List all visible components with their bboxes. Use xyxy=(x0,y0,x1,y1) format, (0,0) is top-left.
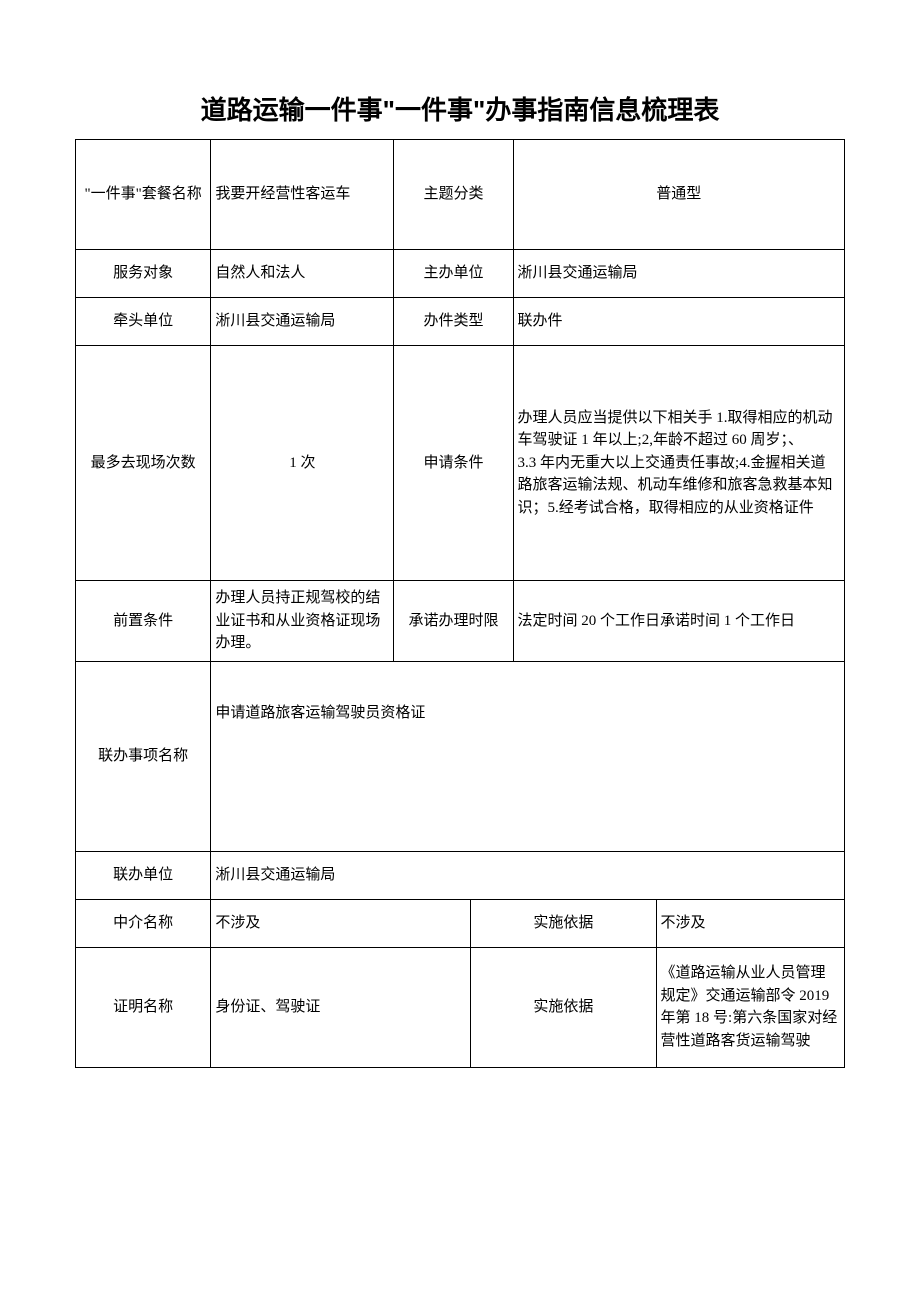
cell-label: 前置条件 xyxy=(76,581,211,662)
cell-value: 联办件 xyxy=(513,298,844,346)
cell-label: 承诺办理时限 xyxy=(394,581,513,662)
cell-label: 中介名称 xyxy=(76,899,211,947)
cell-value: 办理人员持正规驾校的结业证书和从业资格证现场办理。 xyxy=(211,581,394,662)
cell-value: 身份证、驾驶证 xyxy=(211,947,471,1067)
cell-label: 最多去现场次数 xyxy=(76,346,211,581)
cell-label: 主题分类 xyxy=(394,140,513,250)
cell-value: 淅川县交通运输局 xyxy=(513,250,844,298)
table-row: 牵头单位 淅川县交通运输局 办件类型 联办件 xyxy=(76,298,845,346)
cell-value: 淅川县交通运输局 xyxy=(211,851,845,899)
cell-value: 办理人员应当提供以下相关手 1.取得相应的机动车驾驶证 1 年以上;2,年龄不超… xyxy=(513,346,844,581)
cell-label: 办件类型 xyxy=(394,298,513,346)
cell-label: 联办单位 xyxy=(76,851,211,899)
cell-label: 主办单位 xyxy=(394,250,513,298)
cell-value: 法定时间 20 个工作日承诺时间 1 个工作日 xyxy=(513,581,844,662)
cell-label: 实施依据 xyxy=(471,947,656,1067)
cell-label: 实施依据 xyxy=(471,899,656,947)
cell-value: 我要开经营性客运车 xyxy=(211,140,394,250)
cell-label: 服务对象 xyxy=(76,250,211,298)
page-title: 道路运输一件事"一件事"办事指南信息梳理表 xyxy=(75,90,845,127)
table-row: "一件事"套餐名称 我要开经营性客运车 主题分类 普通型 xyxy=(76,140,845,250)
cell-value: 淅川县交通运输局 xyxy=(211,298,394,346)
cell-value: 申请道路旅客运输驾驶员资格证 xyxy=(211,661,845,851)
cell-label: 申请条件 xyxy=(394,346,513,581)
cell-value: 《道路运输从业人员管理规定》交通运输部令 2019 年第 18 号:第六条国家对… xyxy=(656,947,844,1067)
info-table: "一件事"套餐名称 我要开经营性客运车 主题分类 普通型 服务对象 自然人和法人… xyxy=(75,139,845,1068)
table-row: 中介名称 不涉及 实施依据 不涉及 xyxy=(76,899,845,947)
cell-label: 证明名称 xyxy=(76,947,211,1067)
cell-label: 牵头单位 xyxy=(76,298,211,346)
cell-label: 联办事项名称 xyxy=(76,661,211,851)
table-row: 服务对象 自然人和法人 主办单位 淅川县交通运输局 xyxy=(76,250,845,298)
table-row: 联办单位 淅川县交通运输局 xyxy=(76,851,845,899)
cell-value: 1 次 xyxy=(211,346,394,581)
table-row: 证明名称 身份证、驾驶证 实施依据 《道路运输从业人员管理规定》交通运输部令 2… xyxy=(76,947,845,1067)
cell-value: 不涉及 xyxy=(656,899,844,947)
cell-value: 不涉及 xyxy=(211,899,471,947)
cell-label: "一件事"套餐名称 xyxy=(76,140,211,250)
cell-value: 自然人和法人 xyxy=(211,250,394,298)
cell-value: 普通型 xyxy=(513,140,844,250)
table-row: 联办事项名称 申请道路旅客运输驾驶员资格证 xyxy=(76,661,845,851)
table-row: 前置条件 办理人员持正规驾校的结业证书和从业资格证现场办理。 承诺办理时限 法定… xyxy=(76,581,845,662)
table-row: 最多去现场次数 1 次 申请条件 办理人员应当提供以下相关手 1.取得相应的机动… xyxy=(76,346,845,581)
